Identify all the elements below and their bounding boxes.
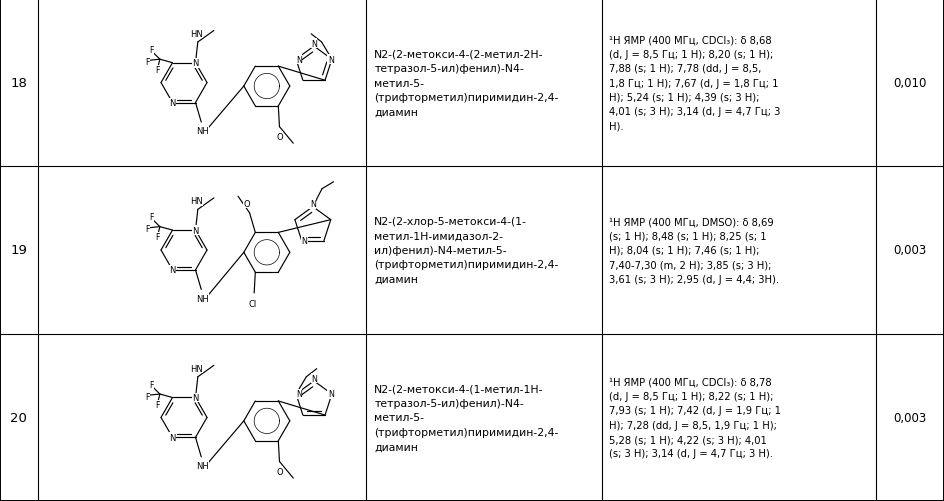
Text: N: N: [193, 226, 198, 235]
Text: N: N: [193, 393, 198, 402]
Text: N2-(2-метокси-4-(2-метил-2Н-
тетразол-5-ил)фенил)-N4-
метил-5-
(трифторметил)пир: N2-(2-метокси-4-(2-метил-2Н- тетразол-5-…: [374, 50, 559, 117]
Text: F: F: [149, 380, 153, 389]
Text: Cl: Cl: [249, 300, 257, 309]
Text: F: F: [149, 46, 153, 55]
Text: HN: HN: [191, 364, 203, 373]
Text: N2-(2-метокси-4-(1-метил-1Н-
тетразол-5-ил)фенил)-N4-
метил-5-
(трифторметил)пир: N2-(2-метокси-4-(1-метил-1Н- тетразол-5-…: [374, 384, 559, 451]
Text: N: N: [301, 237, 308, 246]
Text: ¹H ЯМР (400 МГц, CDCl₃): δ 8,78
(d, J = 8,5 Гц; 1 H); 8,22 (s; 1 H);
7,93 (s; 1 : ¹H ЯМР (400 МГц, CDCl₃): δ 8,78 (d, J = …: [609, 377, 782, 458]
Text: F: F: [145, 225, 149, 234]
Text: N: N: [169, 99, 176, 108]
Text: N: N: [311, 374, 317, 383]
Text: F: F: [155, 66, 160, 75]
Text: F: F: [155, 400, 160, 409]
Text: 0,003: 0,003: [893, 411, 927, 424]
Text: N: N: [295, 390, 302, 399]
Text: F: F: [155, 233, 160, 242]
Text: NH: NH: [196, 127, 209, 136]
Text: 18: 18: [10, 77, 27, 90]
Text: N: N: [169, 433, 176, 442]
Text: O: O: [244, 199, 250, 208]
Text: N: N: [169, 266, 176, 275]
Text: 20: 20: [10, 411, 27, 424]
Text: N: N: [295, 56, 302, 65]
Text: N: N: [328, 56, 333, 65]
Text: 0,010: 0,010: [893, 77, 927, 90]
Text: N: N: [193, 59, 198, 68]
Text: NH: NH: [196, 461, 209, 470]
Text: F: F: [145, 392, 149, 401]
Text: HN: HN: [191, 30, 203, 39]
Text: N: N: [310, 200, 315, 209]
Text: ¹H ЯМР (400 МГц, DMSO): δ 8,69
(s; 1 H); 8,48 (s; 1 H); 8,25 (s; 1
H); 8,04 (s; : ¹H ЯМР (400 МГц, DMSO): δ 8,69 (s; 1 H);…: [609, 217, 780, 284]
Text: F: F: [149, 213, 153, 222]
Text: O: O: [277, 133, 283, 141]
Text: N: N: [328, 390, 333, 399]
Text: ¹H ЯМР (400 МГц, CDCl₃): δ 8,68
(d, J = 8,5 Гц; 1 H); 8,20 (s; 1 H);
7,88 (s; 1 : ¹H ЯМР (400 МГц, CDCl₃): δ 8,68 (d, J = …: [609, 35, 781, 132]
Text: O: O: [277, 467, 283, 475]
Text: 19: 19: [10, 244, 27, 257]
Text: F: F: [145, 58, 149, 67]
Text: HN: HN: [191, 197, 203, 206]
Text: NH: NH: [196, 294, 209, 303]
Text: N: N: [311, 40, 317, 49]
Text: N2-(2-хлор-5-метокси-4-(1-
метил-1Н-имидазол-2-
ил)фенил)-N4-метил-5-
(трифторме: N2-(2-хлор-5-метокси-4-(1- метил-1Н-имид…: [374, 217, 559, 284]
Text: 0,003: 0,003: [893, 244, 927, 257]
